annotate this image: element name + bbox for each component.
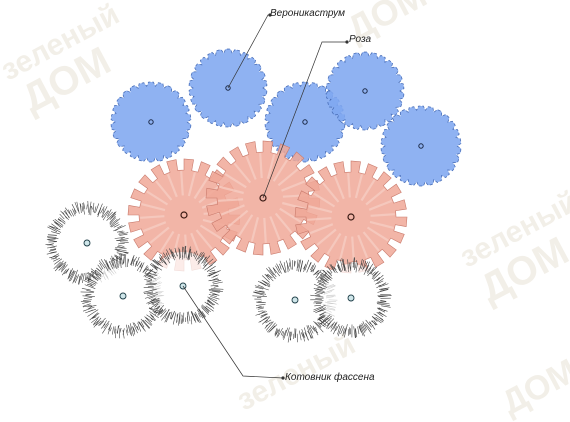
veronicastrum-plant-3 bbox=[264, 81, 346, 163]
veronicastrum-group bbox=[110, 48, 462, 187]
label-veronicastrum: Вероникаструм bbox=[270, 8, 346, 19]
veronicastrum-plant-4 bbox=[325, 51, 405, 131]
nepeta-group bbox=[45, 200, 392, 343]
diagram-canvas bbox=[45, 13, 462, 380]
nepeta-plant-5 bbox=[310, 257, 392, 339]
veronicastrum-plant-1 bbox=[110, 81, 192, 163]
veronicastrum-plant-5 bbox=[380, 105, 462, 187]
label-nepeta: Котовник фассена bbox=[285, 372, 375, 383]
leader-nepeta bbox=[182, 285, 285, 380]
rose-plant-3 bbox=[294, 160, 408, 274]
nepeta-plant-4 bbox=[252, 258, 338, 343]
rose-group bbox=[127, 140, 408, 274]
label-rose: Роза bbox=[349, 34, 372, 45]
rose-plant-1 bbox=[127, 158, 241, 272]
leader-lines bbox=[182, 13, 349, 380]
leader-veronicastrum bbox=[227, 13, 272, 89]
leader-rose bbox=[262, 40, 349, 199]
